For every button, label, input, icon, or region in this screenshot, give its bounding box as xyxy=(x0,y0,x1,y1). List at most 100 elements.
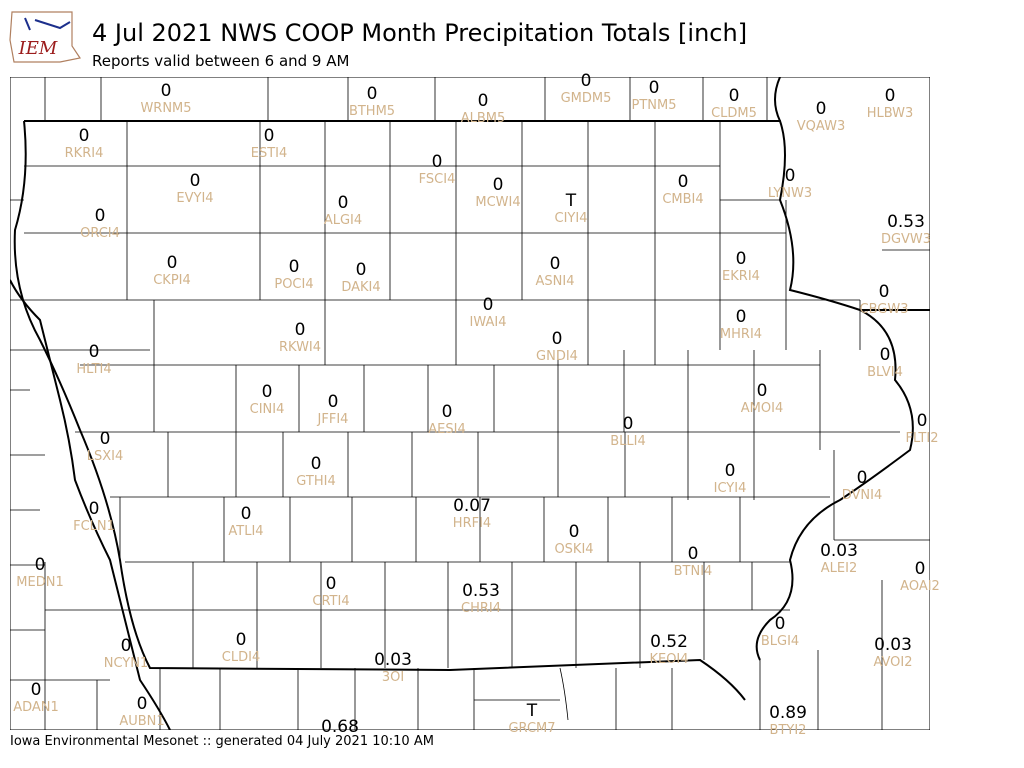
title: 4 Jul 2021 NWS COOP Month Precipitation … xyxy=(92,19,747,47)
station-id: MCWI4 xyxy=(475,195,520,210)
station-id: GRCM7 xyxy=(508,721,555,736)
station-id: ASNI4 xyxy=(536,274,575,289)
station-value: 0 xyxy=(880,345,891,365)
station-value: 0 xyxy=(885,86,896,106)
station-id: RKWI4 xyxy=(279,340,321,355)
station-id: CLDM5 xyxy=(711,106,757,121)
station-value: 0 xyxy=(775,614,786,634)
station-value: T xyxy=(565,191,577,211)
station-value: 0 xyxy=(161,81,172,101)
station-id: BTNI4 xyxy=(674,564,713,579)
station-value: 0 xyxy=(493,175,504,195)
station-id: CRTI4 xyxy=(312,594,349,609)
station-id: IWAI4 xyxy=(470,315,507,330)
station-value: 0 xyxy=(356,260,367,280)
station-id: BTYI2 xyxy=(770,723,807,738)
station-id: CHRI4 xyxy=(461,601,501,616)
station-value: 0 xyxy=(338,193,349,213)
station-value: 0.03 xyxy=(374,650,412,670)
station-id: AESI4 xyxy=(428,422,465,437)
station-value: 0.03 xyxy=(820,541,858,561)
station-value: 0 xyxy=(289,257,300,277)
station-value: 0 xyxy=(326,574,337,594)
station-id: ALBM5 xyxy=(461,111,506,126)
station-value: 0.53 xyxy=(462,581,500,601)
station-value: 0 xyxy=(736,307,747,327)
station-id: VQAW3 xyxy=(797,119,845,134)
station-id: CBGW3 xyxy=(860,302,909,317)
station-value: T xyxy=(526,701,538,721)
station-value: 0 xyxy=(729,86,740,106)
station-id: JFFI4 xyxy=(317,412,349,427)
station-value: 0 xyxy=(478,91,489,111)
station-value: 0.68 xyxy=(321,717,359,737)
station-id: MHRI4 xyxy=(720,327,762,342)
station-value: 0.07 xyxy=(453,496,491,516)
station-value: 0 xyxy=(236,630,247,650)
station-id: CMBI4 xyxy=(662,192,703,207)
station-id: FLTI2 xyxy=(906,431,939,446)
station-id: CIYI4 xyxy=(555,211,588,226)
station-id: MEDN1 xyxy=(16,575,63,590)
station-value: 0 xyxy=(915,559,926,579)
station-value: 0 xyxy=(264,126,275,146)
station-id: AVOI2 xyxy=(873,655,912,670)
station-value: 0 xyxy=(649,78,660,98)
station-value: 0 xyxy=(757,381,768,401)
map-lines xyxy=(10,77,930,730)
station-id: ALGI4 xyxy=(324,213,362,228)
station-id: BLGI4 xyxy=(761,634,799,649)
station-id: HLTI4 xyxy=(76,362,111,377)
station-id: ORCI4 xyxy=(80,226,120,241)
station-value: 0 xyxy=(785,166,796,186)
station-id: OSKI4 xyxy=(554,542,593,557)
station-value: 0 xyxy=(100,429,111,449)
station-value: 0 xyxy=(623,414,634,434)
station-id: AOAI2 xyxy=(900,579,940,594)
station-id: HRFI4 xyxy=(453,516,491,531)
station-id: CLDI4 xyxy=(222,650,260,665)
station-value: 0 xyxy=(552,329,563,349)
station-value: 0 xyxy=(678,172,689,192)
station-id: BLVI4 xyxy=(867,365,903,380)
station-value: 0 xyxy=(688,544,699,564)
station-value: 0 xyxy=(442,402,453,422)
station-value: 0 xyxy=(879,282,890,302)
station-value: 0 xyxy=(31,680,42,700)
station-id: FSCI4 xyxy=(419,172,456,187)
station-id: PTNM5 xyxy=(632,98,677,113)
station-value: 0.89 xyxy=(769,703,807,723)
station-id: KEOI4 xyxy=(649,652,688,667)
station-id: NCYN1 xyxy=(104,656,149,671)
station-value: 0 xyxy=(79,126,90,146)
station-value: 0 xyxy=(95,206,106,226)
station-value: 0 xyxy=(89,342,100,362)
station-id: CKPI4 xyxy=(153,273,191,288)
station-id: GNDI4 xyxy=(536,349,578,364)
station-id: DVNI4 xyxy=(842,488,883,503)
station-id: FCLN1 xyxy=(73,519,115,534)
station-id: RKRI4 xyxy=(65,146,104,161)
station-id: AUBN1 xyxy=(119,714,164,729)
station-value: 0 xyxy=(816,99,827,119)
logo-text: IEM xyxy=(18,38,58,59)
station-value: 0 xyxy=(190,171,201,191)
station-value: 0 xyxy=(432,152,443,172)
station-id: ICYI4 xyxy=(714,481,747,496)
station-id: GMDM5 xyxy=(561,91,612,106)
logo: IEM xyxy=(9,11,81,63)
station-id: AMOI4 xyxy=(741,401,783,416)
station-value: 0.53 xyxy=(887,212,925,232)
station-value: 0 xyxy=(121,636,132,656)
station-id: ESTI4 xyxy=(251,146,288,161)
station-id: BTHM5 xyxy=(349,104,395,119)
station-id: GTHI4 xyxy=(296,474,335,489)
station-id: EVYI4 xyxy=(176,191,213,206)
station-id: BLLI4 xyxy=(610,434,646,449)
station-id: LSXI4 xyxy=(87,449,124,464)
station-value: 0 xyxy=(167,253,178,273)
station-value: 0 xyxy=(311,454,322,474)
station-value: 0 xyxy=(137,694,148,714)
